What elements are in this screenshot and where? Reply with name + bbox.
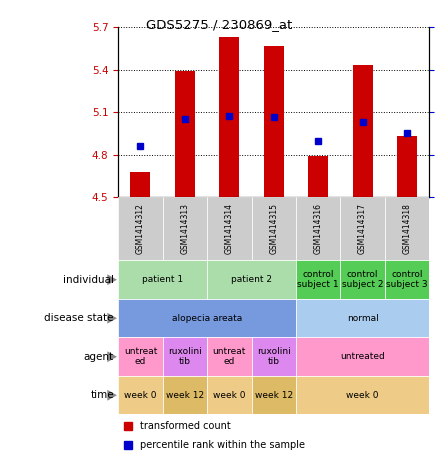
Text: week 0: week 0 bbox=[124, 391, 157, 400]
Bar bbox=[118, 376, 162, 414]
Polygon shape bbox=[107, 352, 117, 362]
Text: control
subject 3: control subject 3 bbox=[386, 270, 428, 289]
Bar bbox=[162, 376, 207, 414]
Text: week 0: week 0 bbox=[346, 391, 379, 400]
Bar bbox=[118, 197, 162, 260]
Text: GSM1414314: GSM1414314 bbox=[225, 203, 234, 254]
Bar bbox=[207, 376, 251, 414]
Bar bbox=[207, 197, 251, 260]
Text: percentile rank within the sample: percentile rank within the sample bbox=[140, 440, 305, 450]
Bar bbox=[296, 197, 340, 260]
Text: alopecia areata: alopecia areata bbox=[172, 314, 242, 323]
Text: untreated: untreated bbox=[340, 352, 385, 361]
Bar bbox=[118, 337, 162, 376]
Text: control
subject 1: control subject 1 bbox=[297, 270, 339, 289]
Bar bbox=[296, 337, 429, 376]
Bar bbox=[385, 197, 429, 260]
Text: week 12: week 12 bbox=[254, 391, 293, 400]
Text: untreat
ed: untreat ed bbox=[212, 347, 246, 366]
Bar bbox=[162, 197, 207, 260]
Text: GSM1414316: GSM1414316 bbox=[314, 203, 323, 254]
Text: GDS5275 / 230869_at: GDS5275 / 230869_at bbox=[146, 18, 292, 31]
Text: ruxolini
tib: ruxolini tib bbox=[168, 347, 202, 366]
Text: ruxolini
tib: ruxolini tib bbox=[257, 347, 291, 366]
Bar bbox=[219, 37, 239, 197]
Bar bbox=[385, 260, 429, 299]
Text: week 0: week 0 bbox=[213, 391, 246, 400]
Bar bbox=[131, 172, 151, 197]
Text: patient 2: patient 2 bbox=[231, 275, 272, 284]
Bar bbox=[175, 71, 195, 197]
Text: transformed count: transformed count bbox=[140, 421, 231, 431]
Text: GSM1414312: GSM1414312 bbox=[136, 203, 145, 254]
Bar bbox=[340, 260, 385, 299]
Bar bbox=[118, 260, 207, 299]
Text: agent: agent bbox=[84, 352, 114, 362]
Text: GSM1414315: GSM1414315 bbox=[269, 203, 278, 254]
Text: individual: individual bbox=[63, 275, 114, 285]
Text: GSM1414317: GSM1414317 bbox=[358, 203, 367, 254]
Text: patient 1: patient 1 bbox=[142, 275, 183, 284]
Bar bbox=[251, 197, 296, 260]
Text: control
subject 2: control subject 2 bbox=[342, 270, 383, 289]
Polygon shape bbox=[107, 390, 117, 400]
Bar bbox=[340, 197, 385, 260]
Bar bbox=[397, 136, 417, 197]
Bar bbox=[207, 337, 251, 376]
Text: time: time bbox=[90, 390, 114, 400]
Bar bbox=[207, 260, 296, 299]
Bar bbox=[308, 156, 328, 197]
Text: normal: normal bbox=[347, 314, 378, 323]
Bar bbox=[251, 376, 296, 414]
Bar bbox=[162, 337, 207, 376]
Text: disease state: disease state bbox=[44, 313, 114, 323]
Bar bbox=[251, 337, 296, 376]
Text: week 12: week 12 bbox=[166, 391, 204, 400]
Polygon shape bbox=[107, 274, 117, 285]
Polygon shape bbox=[107, 313, 117, 323]
Bar bbox=[296, 299, 429, 337]
Bar bbox=[296, 376, 429, 414]
Bar bbox=[353, 65, 373, 197]
Bar bbox=[264, 46, 284, 197]
Bar bbox=[118, 299, 296, 337]
Text: GSM1414313: GSM1414313 bbox=[180, 203, 189, 254]
Text: untreat
ed: untreat ed bbox=[124, 347, 157, 366]
Bar bbox=[296, 260, 340, 299]
Text: GSM1414318: GSM1414318 bbox=[403, 203, 412, 254]
